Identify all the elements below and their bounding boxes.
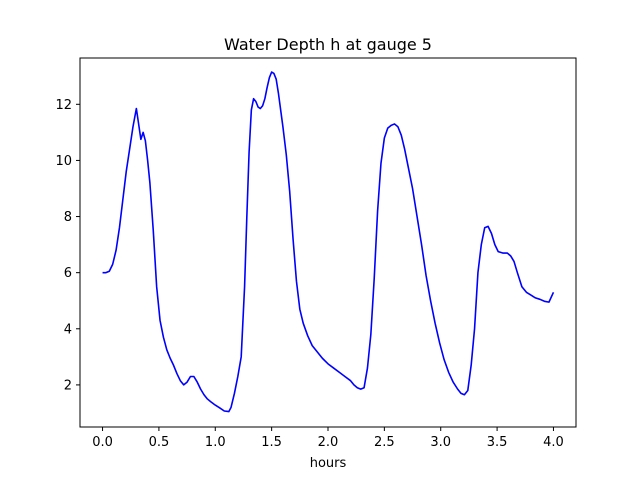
y-axis-ticks: 2 4 6 8 10 12 [55,98,80,393]
x-tick-label: 3.5 [487,435,508,450]
x-tick-label: 0.0 [92,435,113,450]
y-tick-label: 2 [64,378,72,393]
x-axis-label: hours [310,456,347,471]
x-tick-label: 4.0 [543,435,564,450]
chart-title: Water Depth h at gauge 5 [224,35,432,54]
y-tick-label: 12 [55,98,72,113]
y-tick-label: 10 [55,154,72,169]
series-line-0 [102,71,555,413]
y-tick-label: 6 [64,266,72,281]
x-tick-label: 1.0 [205,435,226,450]
x-tick-label: 1.5 [261,435,282,450]
y-tick-label: 8 [64,210,72,225]
x-tick-label: 2.0 [318,435,339,450]
plot-background [80,58,576,427]
x-tick-label: 3.0 [430,435,451,450]
y-tick-label: 4 [64,322,72,337]
x-axis-ticks: 0.0 0.5 1.0 1.5 2.0 2.5 3.0 3.5 4.0 [92,427,564,450]
x-tick-label: 2.5 [374,435,395,450]
series-layer [102,71,555,413]
x-tick-label: 0.5 [149,435,170,450]
